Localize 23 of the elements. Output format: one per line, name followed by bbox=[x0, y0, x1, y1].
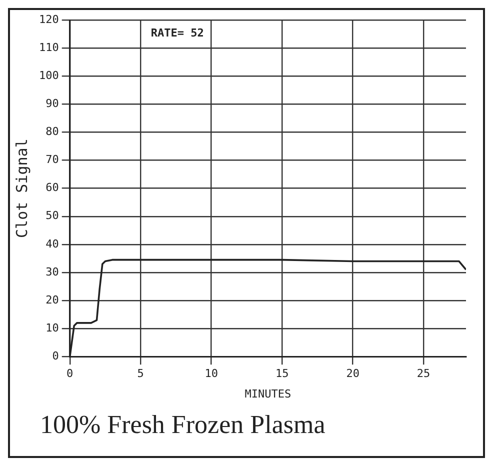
y-tick-label: 60 bbox=[46, 181, 59, 194]
y-tick-label: 120 bbox=[38, 12, 59, 26]
y-axis-title: Clot Signal bbox=[12, 138, 31, 238]
x-tick-label: 20 bbox=[346, 367, 360, 380]
y-tick-label: 110 bbox=[38, 40, 59, 54]
text: 100% Fresh Frozen Plasma bbox=[39, 409, 326, 441]
x-tick-label: 25 bbox=[416, 367, 430, 380]
y-tick-label: 100 bbox=[38, 68, 59, 82]
x-tick-label: 15 bbox=[275, 367, 289, 380]
y-tick-label: 90 bbox=[46, 97, 59, 110]
y-tick-label: 80 bbox=[46, 125, 59, 138]
x-tick-label: 0 bbox=[66, 367, 74, 380]
y-tick-label: 30 bbox=[46, 265, 59, 278]
y-tick-label: 20 bbox=[46, 293, 59, 306]
y-tick-label: 40 bbox=[46, 237, 59, 250]
annotation: RATE= 52 bbox=[150, 26, 204, 40]
x-tick-label: 10 bbox=[204, 367, 218, 380]
x-axis-title: MINUTES bbox=[244, 387, 292, 400]
y-tick-label: 10 bbox=[46, 321, 59, 334]
y-tick-label: 70 bbox=[46, 153, 59, 166]
x-tick-label: 5 bbox=[137, 367, 144, 380]
y-tick-label: 50 bbox=[46, 209, 59, 222]
y-tick-label: 0 bbox=[52, 349, 59, 362]
